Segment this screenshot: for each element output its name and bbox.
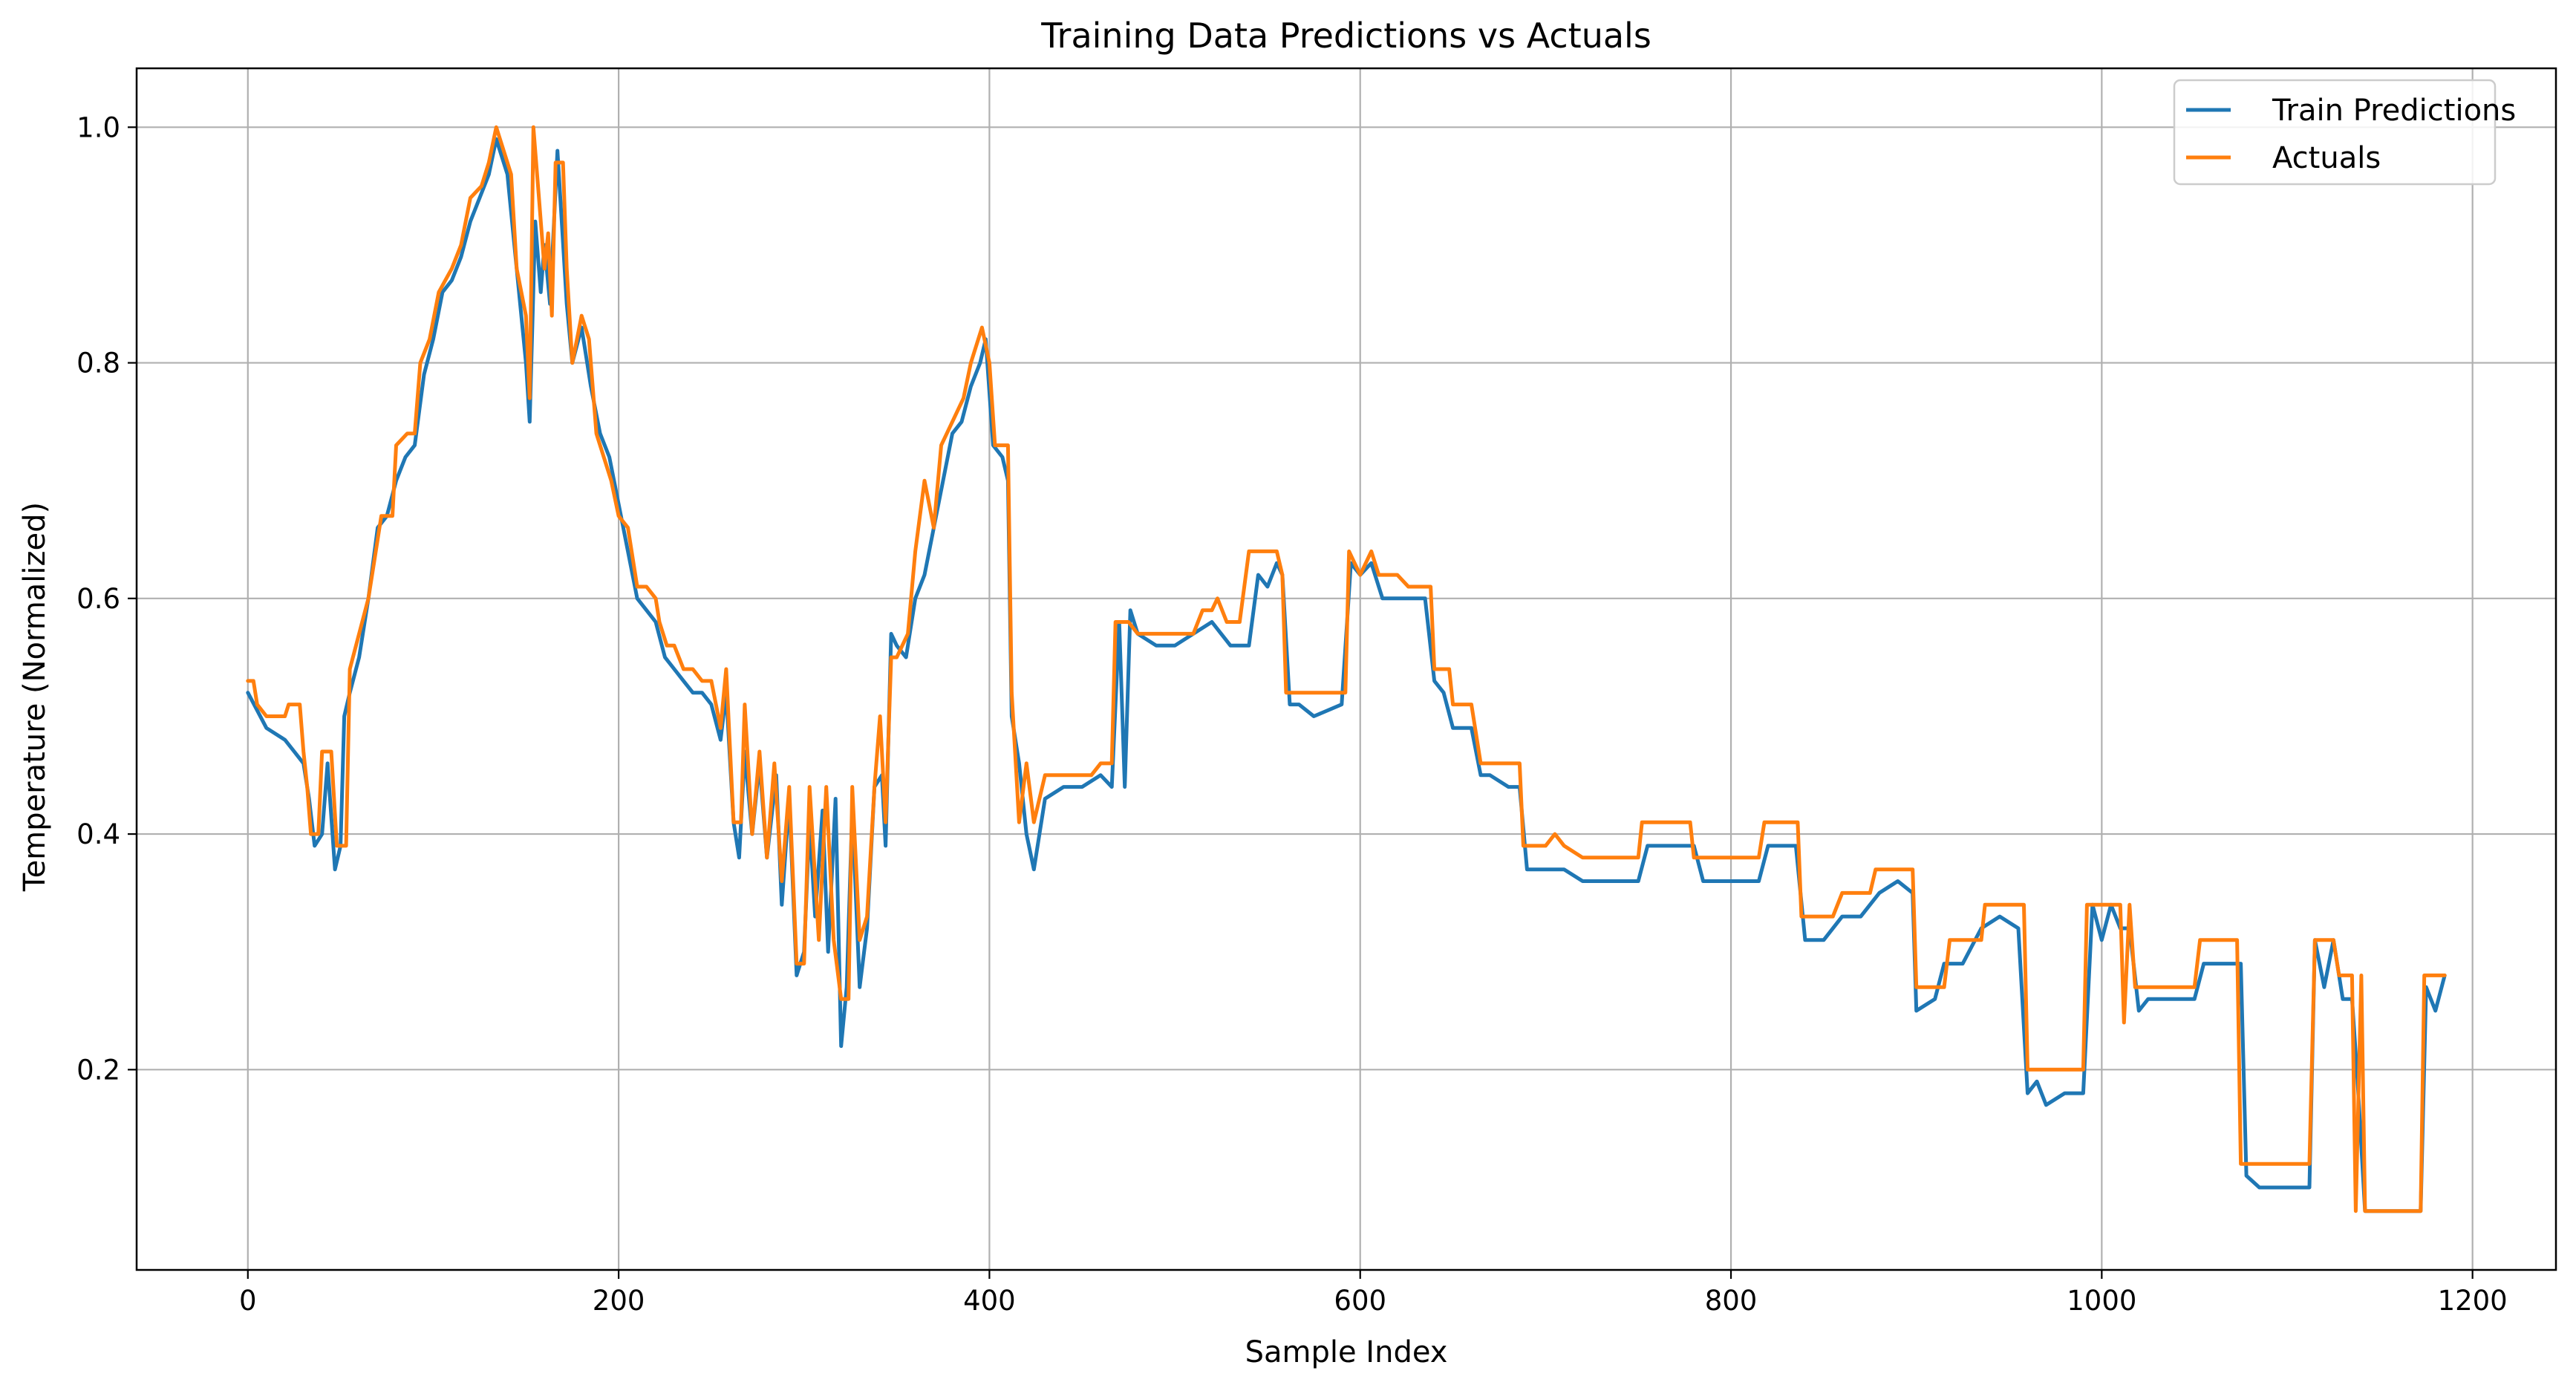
plot-frame	[135, 67, 2557, 1271]
y-tick-label: 1.0	[76, 111, 120, 143]
series-lines	[246, 125, 2447, 1213]
y-tick-label: 0.8	[76, 348, 120, 379]
series-line-train-predictions	[246, 137, 2447, 1213]
x-tick-label: 1000	[2067, 1285, 2136, 1317]
legend: Train Predictions Actuals	[2173, 79, 2516, 186]
axis-ticks: 0 200 400 600 800 1000 1200 0.2 0.4 0.6 0.8 1.0	[76, 111, 2508, 1317]
x-tick-label: 200	[593, 1285, 645, 1317]
legend-label-train-predictions: Train Predictions	[2272, 94, 2516, 128]
series-line-actuals	[246, 125, 2447, 1213]
y-axis-label: Temperature (Normalized)	[18, 502, 52, 892]
y-tick-label: 0.6	[76, 583, 120, 615]
x-tick-label: 400	[963, 1285, 1016, 1317]
chart-title: Training Data Predictions vs Actuals	[1040, 16, 1651, 56]
x-tick-label: 0	[239, 1285, 257, 1317]
x-tick-label: 600	[1334, 1285, 1386, 1317]
x-tick-label: 1200	[2438, 1285, 2508, 1317]
x-axis-label: Sample Index	[1245, 1335, 1448, 1369]
legend-label-actuals: Actuals	[2272, 141, 2381, 175]
legend-box	[2173, 79, 2497, 186]
y-tick-label: 0.2	[76, 1054, 120, 1086]
x-tick-label: 800	[1705, 1285, 1758, 1317]
y-tick-label: 0.4	[76, 818, 120, 850]
